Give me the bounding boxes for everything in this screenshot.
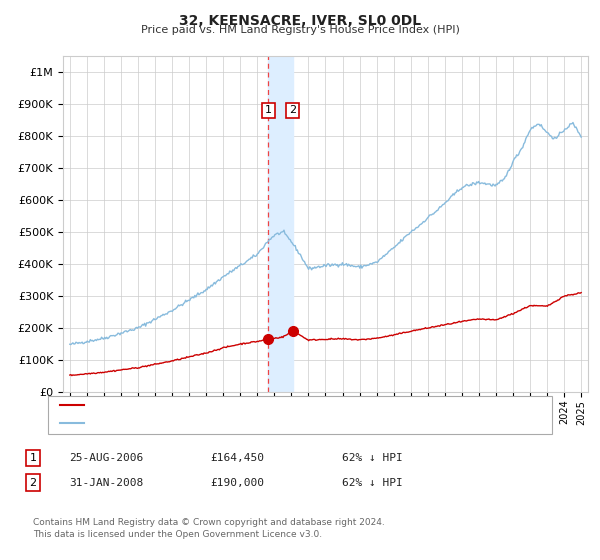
- Text: 31-JAN-2008: 31-JAN-2008: [69, 478, 143, 488]
- Text: 62% ↓ HPI: 62% ↓ HPI: [342, 453, 403, 463]
- Text: 25-AUG-2006: 25-AUG-2006: [69, 453, 143, 463]
- Text: £164,450: £164,450: [210, 453, 264, 463]
- Text: 1: 1: [29, 453, 37, 463]
- Bar: [268, 56, 293, 392]
- Text: 2: 2: [29, 478, 37, 488]
- Text: Price paid vs. HM Land Registry's House Price Index (HPI): Price paid vs. HM Land Registry's House …: [140, 25, 460, 35]
- Text: 1: 1: [265, 105, 272, 115]
- Text: 32, KEENSACRE, IVER, SL0 0DL: 32, KEENSACRE, IVER, SL0 0DL: [179, 14, 421, 28]
- Text: 2: 2: [289, 105, 296, 115]
- Text: HPI: Average price, detached house, Buckinghamshire: HPI: Average price, detached house, Buck…: [90, 418, 373, 428]
- Text: 32, KEENSACRE, IVER, SL0 0DL (detached house): 32, KEENSACRE, IVER, SL0 0DL (detached h…: [90, 400, 347, 410]
- Text: Contains HM Land Registry data © Crown copyright and database right 2024.
This d: Contains HM Land Registry data © Crown c…: [33, 518, 385, 539]
- Text: 62% ↓ HPI: 62% ↓ HPI: [342, 478, 403, 488]
- Text: £190,000: £190,000: [210, 478, 264, 488]
